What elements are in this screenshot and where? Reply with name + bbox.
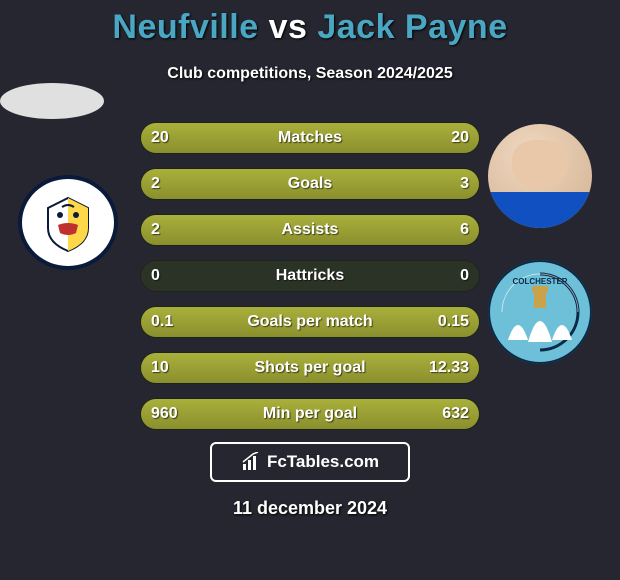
chart-icon xyxy=(241,452,261,472)
player2-avatar xyxy=(488,124,592,228)
stat-value-right: 20 xyxy=(451,123,469,153)
stat-label: Hattricks xyxy=(141,261,479,291)
stat-value-left: 10 xyxy=(151,353,169,383)
player1-name: Neufville xyxy=(112,8,258,46)
stat-row: Assists2 6 xyxy=(140,214,480,246)
stat-row: Goals per match0.1 0.15 xyxy=(140,306,480,338)
stat-label: Goals per match xyxy=(141,307,479,337)
player2-name: Jack Payne xyxy=(317,8,507,46)
stat-value-right: 0.15 xyxy=(438,307,469,337)
footer-date: 11 december 2024 xyxy=(0,498,620,519)
colchester-crest-icon: COLCHESTER xyxy=(488,260,592,364)
stat-value-left: 20 xyxy=(151,123,169,153)
stat-value-right: 632 xyxy=(442,399,469,429)
vs-separator: vs xyxy=(269,8,308,46)
stat-label: Goals xyxy=(141,169,479,199)
stat-value-left: 960 xyxy=(151,399,178,429)
stat-row: Min per goal960 632 xyxy=(140,398,480,430)
stat-value-right: 6 xyxy=(460,215,469,245)
stat-row: Shots per goal1012.33 xyxy=(140,352,480,384)
subtitle: Club competitions, Season 2024/2025 xyxy=(0,65,620,83)
stat-label: Assists xyxy=(141,215,479,245)
stat-value-right: 12.33 xyxy=(429,353,469,383)
stat-row: Hattricks0 0 xyxy=(140,260,480,292)
player1-avatar xyxy=(0,83,104,119)
wimbledon-crest-icon xyxy=(38,193,98,253)
comparison-title: Neufville vs Jack Payne xyxy=(0,0,620,47)
stat-value-left: 2 xyxy=(151,215,160,245)
stat-value-right: 3 xyxy=(460,169,469,199)
stat-value-left: 2 xyxy=(151,169,160,199)
brand-badge: FcTables.com xyxy=(210,442,410,482)
stat-value-right: 0 xyxy=(460,261,469,291)
stat-row: Goals2 3 xyxy=(140,168,480,200)
stat-row: Matches20 20 xyxy=(140,122,480,154)
stat-label: Min per goal xyxy=(141,399,479,429)
player2-club-crest: COLCHESTER xyxy=(488,260,592,364)
stat-value-left: 0 xyxy=(151,261,160,291)
stats-container: Matches2020Goals23Assists26Hattricks00Go… xyxy=(140,122,480,444)
svg-text:COLCHESTER: COLCHESTER xyxy=(512,277,567,286)
brand-text: FcTables.com xyxy=(267,452,379,472)
stat-value-left: 0.1 xyxy=(151,307,173,337)
player1-club-crest xyxy=(18,175,118,270)
stat-label: Matches xyxy=(141,123,479,153)
